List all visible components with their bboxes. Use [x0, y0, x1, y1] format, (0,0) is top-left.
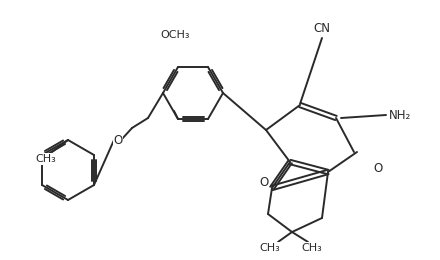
- Text: CN: CN: [313, 22, 330, 35]
- Text: CH₃: CH₃: [36, 154, 56, 164]
- Text: CH₃: CH₃: [260, 243, 280, 253]
- Text: OCH₃: OCH₃: [160, 30, 190, 40]
- Text: NH₂: NH₂: [389, 108, 411, 121]
- Text: O: O: [114, 133, 123, 146]
- Text: O: O: [374, 161, 383, 174]
- Text: O: O: [259, 176, 269, 188]
- Text: CH₃: CH₃: [302, 243, 323, 253]
